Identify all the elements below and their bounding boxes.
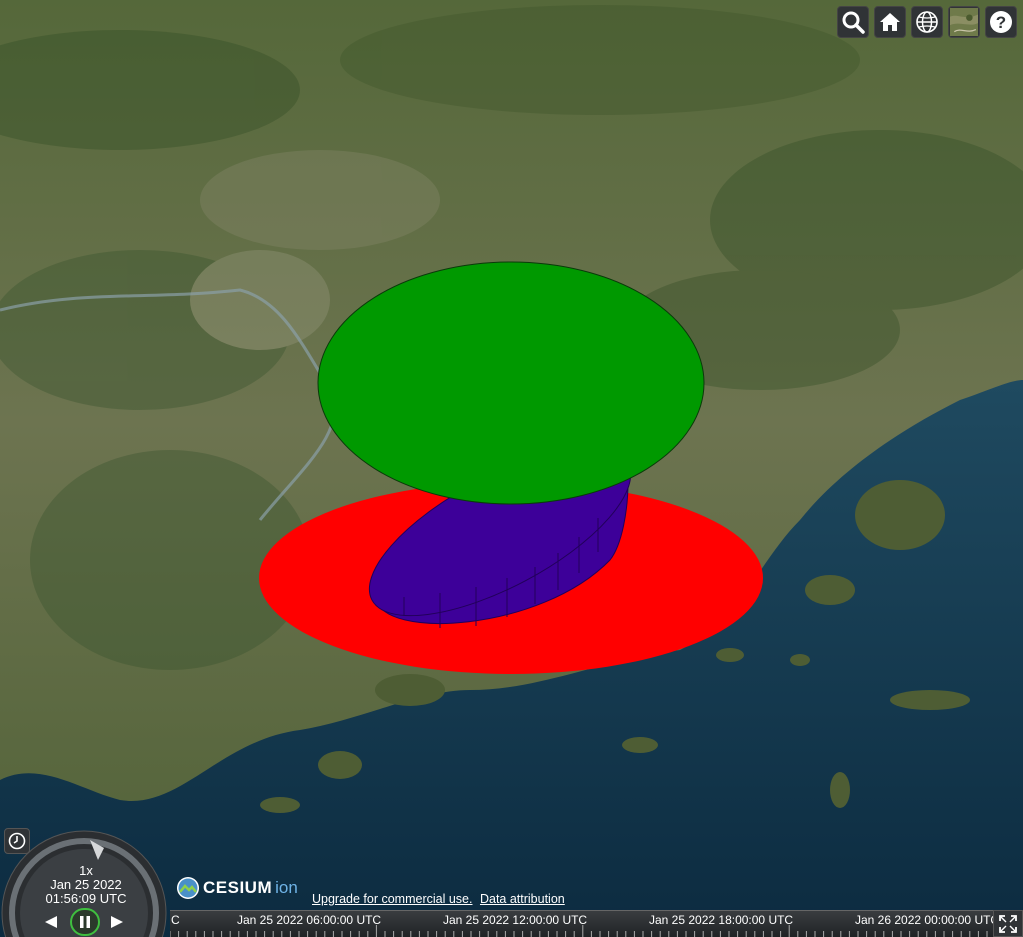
search-button[interactable] (837, 6, 869, 38)
animation-widget: 1x Jan 25 2022 01:56:09 UTC (0, 828, 170, 937)
data-attribution-link[interactable]: Data attribution (479, 892, 565, 906)
top-green-ellipse[interactable] (317, 261, 705, 505)
clock-icon (8, 832, 26, 850)
home-icon (880, 13, 900, 31)
speed-dial-pointer-icon (90, 840, 104, 860)
logo-ion-text: ion (275, 878, 298, 897)
toolbar: ? (837, 6, 1017, 38)
play-forward-button[interactable] (104, 909, 130, 935)
cesium-ion-logo[interactable]: CESIUM ion (176, 876, 298, 900)
play-reverse-icon (45, 916, 57, 928)
logo-text: CESIUM (203, 878, 273, 897)
credits: Upgrade for commercial use. Data attribu… (312, 892, 569, 906)
terrain-texture (0, 5, 1023, 670)
date-label: Jan 25 2022 (50, 877, 122, 892)
timeline-label: Jan 25 2022 18:00:00 UTC (649, 913, 794, 927)
upgrade-link[interactable]: Upgrade for commercial use. (312, 892, 473, 906)
animation-dial[interactable] (0, 828, 170, 937)
timeline-label: Jan 25 2022 06:00:00 UTC (237, 913, 382, 927)
play-reverse-button[interactable] (38, 909, 64, 935)
speed-label: 1x (79, 863, 93, 878)
play-forward-icon (111, 916, 123, 928)
islands (260, 480, 970, 813)
timeline-label: Jan 25 2022 12:00:00 UTC (443, 913, 588, 927)
realtime-button[interactable] (4, 828, 30, 854)
cesium-logo-icon (177, 877, 199, 899)
fullscreen-button[interactable] (993, 910, 1023, 937)
help-icon: ? (990, 11, 1012, 33)
pause-button[interactable] (70, 908, 100, 936)
svg-text:?: ? (996, 13, 1006, 32)
fullscreen-icon (999, 914, 1017, 933)
sea-area (0, 380, 1023, 937)
timeline[interactable]: C Jan 25 2022 06:00:00 UTC Jan 25 2022 1… (170, 910, 993, 937)
base-layer-picker-button[interactable] (948, 6, 980, 38)
pause-icon (80, 916, 90, 928)
scene-mode-button[interactable] (911, 6, 943, 38)
timeline-label: Jan 26 2022 00:00:00 UTC (855, 913, 993, 927)
help-button[interactable]: ? (985, 6, 1017, 38)
timeline-label: C (171, 913, 180, 927)
imagery-thumbnail-icon (950, 8, 978, 36)
river (0, 288, 337, 521)
globe-icon (916, 11, 938, 33)
search-icon (842, 11, 865, 34)
home-button[interactable] (874, 6, 906, 38)
time-label: 01:56:09 UTC (45, 891, 127, 906)
